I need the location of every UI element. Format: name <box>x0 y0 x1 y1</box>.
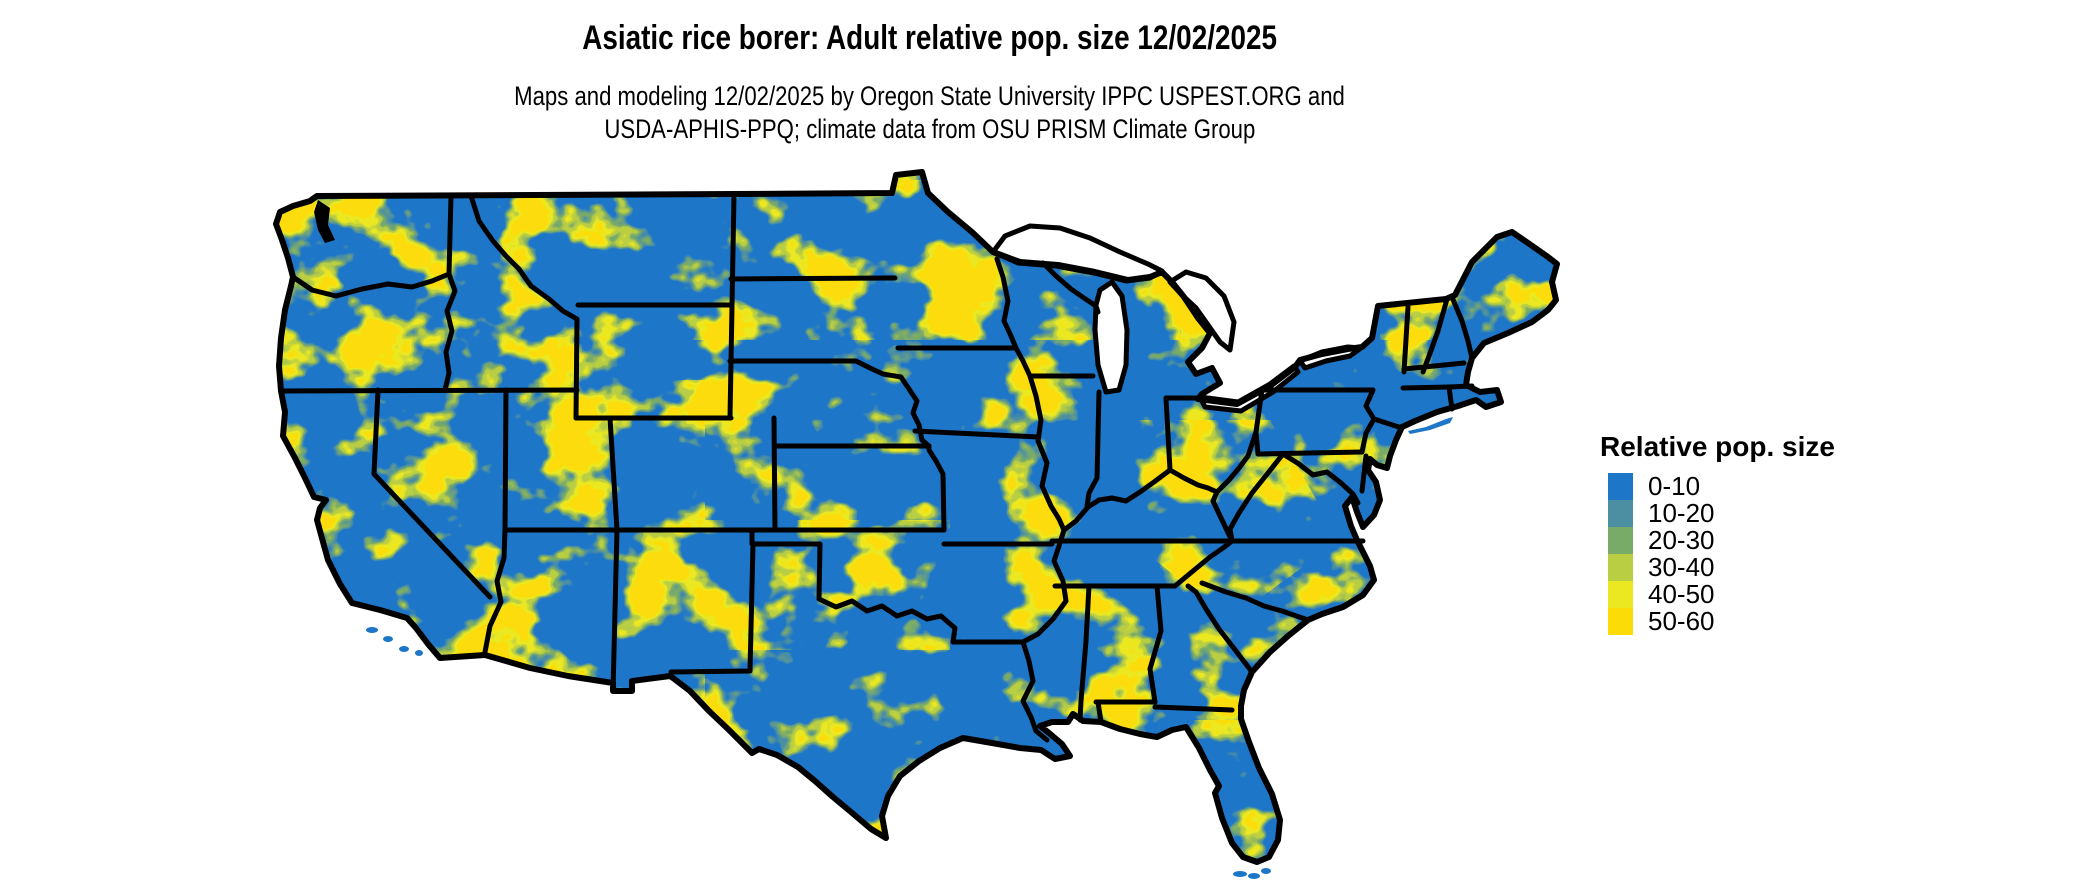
florida-key <box>1233 871 1247 877</box>
legend-swatch-50-60 <box>1608 608 1633 635</box>
legend-item: 10-20 <box>1600 500 1835 527</box>
legend-item: 50-60 <box>1600 608 1835 635</box>
florida-key <box>1261 868 1271 874</box>
legend-label: 40-50 <box>1648 579 1715 609</box>
subtitle-line-1: Maps and modeling 12/02/2025 by Oregon S… <box>514 81 1346 111</box>
page-title: Asiatic rice borer: Adult relative pop. … <box>0 18 1860 58</box>
puget-sound <box>314 200 335 243</box>
lake-michigan <box>1092 279 1130 395</box>
channel-island <box>383 636 393 642</box>
us-outline <box>273 169 1560 865</box>
channel-island <box>366 627 378 633</box>
state-borders <box>278 191 1475 743</box>
subtitle-line-2: USDA-APHIS-PPQ; climate data from OSU PR… <box>604 114 1256 144</box>
long-island <box>1408 417 1453 434</box>
legend-swatch-10-20 <box>1608 500 1633 527</box>
legend-label: 0-10 <box>1648 471 1701 501</box>
channel-island <box>399 646 409 652</box>
title-text: Asiatic rice borer: Adult relative pop. … <box>582 19 1278 57</box>
legend-label: 10-20 <box>1648 498 1715 528</box>
channel-island <box>415 650 423 656</box>
florida-key <box>1248 873 1260 879</box>
legend-item: 40-50 <box>1600 581 1835 608</box>
legend-label: 50-60 <box>1648 606 1715 636</box>
legend-swatch-30-40 <box>1608 554 1633 581</box>
islands <box>366 417 1453 879</box>
legend-swatch-0-10 <box>1608 473 1633 500</box>
legend-item: 20-30 <box>1600 527 1835 554</box>
page-subtitle: Maps and modeling 12/02/2025 by Oregon S… <box>0 80 1860 146</box>
map-legend: Relative pop. size 0-10 10-20 20-30 30-4… <box>1600 432 1835 635</box>
legend-label: 30-40 <box>1648 552 1715 582</box>
legend-title: Relative pop. size <box>1600 431 1835 462</box>
legend-item: 30-40 <box>1600 554 1835 581</box>
legend-swatch-40-50 <box>1608 581 1633 608</box>
legend-swatch-20-30 <box>1608 527 1633 554</box>
legend-label: 20-30 <box>1648 525 1715 555</box>
legend-item: 0-10 <box>1600 473 1835 500</box>
